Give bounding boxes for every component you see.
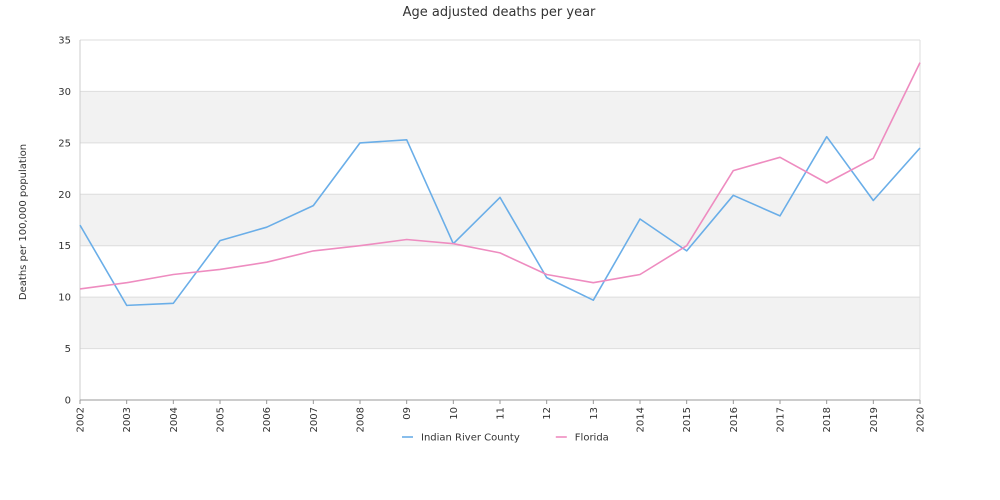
x-axis-ticks: 2002 2003 2004 2005 2006 2007 2008 09 10 11 12 13 20… <box>76 400 927 432</box>
legend-item[interactable]: Indian River County <box>402 433 520 444</box>
series-line[interactable] <box>79 62 921 290</box>
x-tick-label: 2014 <box>636 407 647 432</box>
y-axis-label: Deaths per 100,000 population <box>18 144 29 300</box>
x-tick-label: 2007 <box>309 407 320 432</box>
y-axis-ticks: 0 5 10 15 20 25 30 35 <box>58 36 71 407</box>
y-tick-label: 0 <box>65 396 71 407</box>
x-tick-label: 2008 <box>356 407 367 432</box>
series-line[interactable] <box>79 135 921 307</box>
x-tick-label: 09 <box>402 407 413 420</box>
legend-item[interactable]: Florida <box>555 433 609 444</box>
x-tick-label: 13 <box>589 407 600 420</box>
chart-title: Age adjusted deaths per year <box>403 5 596 20</box>
x-tick-label: 2003 <box>122 407 133 432</box>
grid-bands <box>80 91 920 349</box>
x-tick-label: 2020 <box>916 407 927 432</box>
x-tick-label: 12 <box>542 407 553 420</box>
legend-label: Florida <box>575 433 609 444</box>
x-tick-label: 2006 <box>262 407 273 432</box>
x-tick-label: 2019 <box>869 407 880 432</box>
x-tick-label: 2002 <box>76 407 87 432</box>
y-tick-label: 5 <box>65 344 71 355</box>
legend-label: Indian River County <box>421 433 520 444</box>
y-tick-label: 15 <box>58 241 71 252</box>
series-lines <box>79 62 921 307</box>
x-tick-label: 2018 <box>822 407 833 432</box>
gridlines <box>80 39 920 401</box>
x-tick-label: 2005 <box>216 407 227 432</box>
grid-band <box>80 91 920 143</box>
y-tick-label: 30 <box>58 87 71 98</box>
x-tick-label: 2017 <box>776 407 787 432</box>
y-tick-label: 35 <box>58 36 71 47</box>
grid-band <box>80 194 920 246</box>
y-tick-label: 20 <box>58 190 71 201</box>
legend[interactable]: Indian River County Florida <box>402 433 609 444</box>
y-tick-label: 10 <box>58 293 71 304</box>
x-tick-label: 10 <box>449 407 460 420</box>
y-tick-label: 25 <box>58 138 71 149</box>
x-tick-label: 2016 <box>729 407 740 432</box>
x-tick-label: 2004 <box>169 407 180 432</box>
grid-band <box>80 297 920 349</box>
x-tick-label: 2015 <box>682 407 693 432</box>
x-tick-label: 11 <box>496 407 507 420</box>
